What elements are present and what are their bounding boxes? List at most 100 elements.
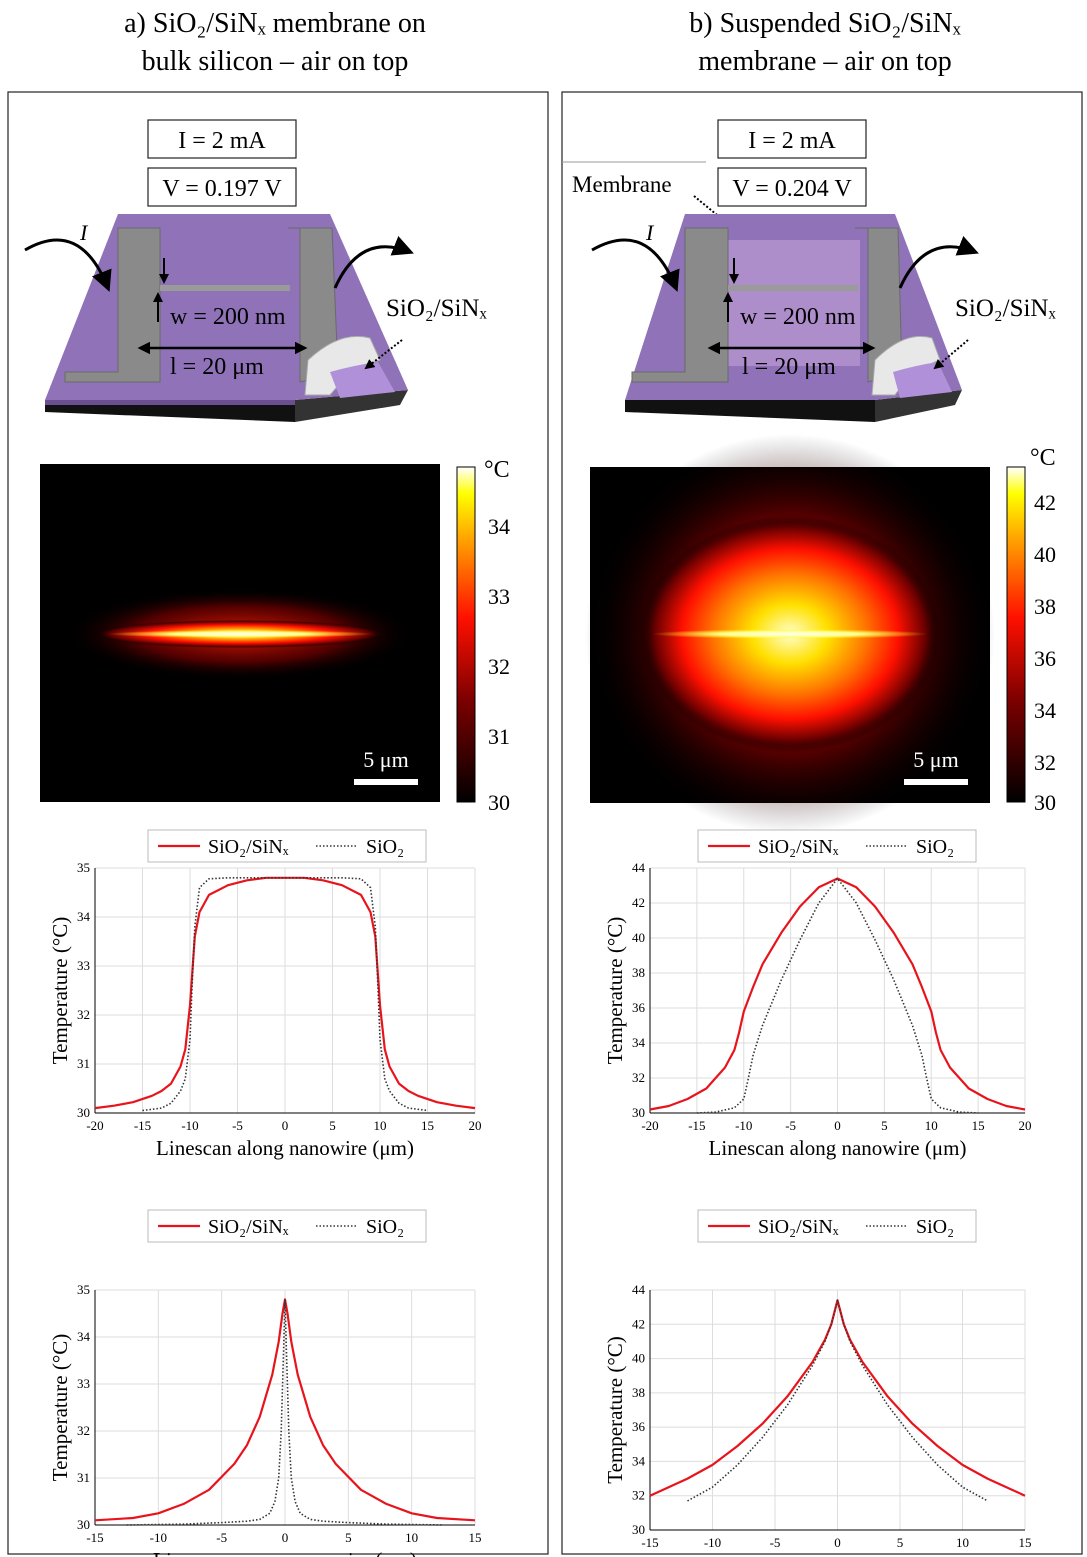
colorbar-tick: 32 <box>1034 750 1056 775</box>
material-label: SiO₂/SiNₓ <box>955 295 1056 322</box>
x-tick-label: 0 <box>834 1535 841 1550</box>
x-tick-label: 5 <box>345 1530 352 1545</box>
material-pointer <box>933 339 969 370</box>
width-label: w = 200 nm <box>740 304 856 330</box>
y-tick-label: 34 <box>632 1453 646 1468</box>
heat-core <box>108 630 372 638</box>
substrate <box>625 400 875 422</box>
x-tick-label: 10 <box>405 1530 418 1545</box>
legend-label: SiO₂/SiNₓ <box>208 1216 289 1238</box>
heatmap-b: 5 μm °C 42 40 38 36 34 32 30 <box>585 434 1056 834</box>
y-tick-label: 38 <box>632 1385 645 1400</box>
x-axis-label: Linescan along nanowire (μm) <box>156 1136 414 1160</box>
legend-label: SiO₂/SiNₓ <box>208 836 289 858</box>
line-charts: -20 -15 -10 -5 0 5 10 15 20 30 31 32 33 34 35 Linescan … <box>48 829 1032 1557</box>
length-label: l = 20 μm <box>170 354 264 380</box>
legend: SiO₂/SiNₓ SiO₂ <box>697 829 977 863</box>
substrate-side <box>875 390 962 422</box>
y-tick-label: 33 <box>77 1376 90 1391</box>
heatmap-a: 5 μm °C 34 33 32 31 30 <box>40 457 510 815</box>
window-edge <box>304 335 381 396</box>
x-tick-label: 5 <box>881 1118 888 1133</box>
chart-3: -15 -10 -5 0 5 10 15 30 31 32 33 34 35 Linescan acros… <box>48 1209 482 1557</box>
legend-label: SiO₂/SiNₓ <box>758 1216 839 1238</box>
current-arrow-in <box>24 238 112 292</box>
width-label: w = 200 nm <box>170 304 286 330</box>
x-tick-label: -15 <box>641 1535 658 1550</box>
x-axis-label: Linescan along nanowire (μm) <box>709 1136 967 1160</box>
series-line <box>126 1298 444 1526</box>
y-tick-label: 30 <box>632 1105 645 1120</box>
current-box <box>717 119 867 159</box>
panel-b-title-line2: membrane – air on top <box>698 46 951 77</box>
legend: SiO₂/SiNₓ SiO₂ <box>147 829 427 863</box>
x-tick-label: -15 <box>86 1530 103 1545</box>
colorbar-tick: 34 <box>1034 698 1056 723</box>
electrode-left <box>64 227 161 383</box>
series-line <box>649 877 1026 1111</box>
scale-bar-label: 5 μm <box>363 747 408 772</box>
y-tick-label: 32 <box>632 1070 645 1085</box>
current-box <box>147 119 297 159</box>
length-label: l = 20 μm <box>742 354 836 380</box>
legend-label: SiO₂ <box>916 1216 954 1238</box>
colorbar-tick: 36 <box>1034 646 1056 671</box>
y-tick-label: 31 <box>77 1470 90 1485</box>
colorbar-unit: °C <box>1030 445 1056 471</box>
chart-1: -20 -15 -10 -5 0 5 10 15 20 30 31 32 33 34 35 Linescan … <box>48 829 482 1160</box>
colorbar-unit: °C <box>484 457 510 483</box>
x-tick-label: -15 <box>688 1118 705 1133</box>
y-tick-label: 34 <box>632 1035 646 1050</box>
y-tick-label: 44 <box>632 860 646 875</box>
x-tick-label: 5 <box>897 1535 904 1550</box>
current-arrow-in <box>591 238 680 292</box>
y-axis-label: Temperature (°C) <box>48 1334 72 1481</box>
colorbar-tick: 38 <box>1034 594 1056 619</box>
x-tick-label: -10 <box>181 1118 198 1133</box>
voltage-box <box>717 167 867 207</box>
colorbar <box>1006 466 1026 803</box>
panel-a-frame <box>7 91 549 1555</box>
x-tick-label: -10 <box>704 1535 721 1550</box>
y-tick-label: 30 <box>77 1517 90 1532</box>
y-tick-label: 30 <box>632 1522 645 1537</box>
x-axis-label: Linescan across nanowire (μm) <box>706 1553 970 1557</box>
current-label: I = 2 mA <box>748 128 836 154</box>
series-line <box>687 1299 988 1502</box>
y-tick-label: 40 <box>632 1351 645 1366</box>
panel-b-title-line1: b) Suspended SiO₂/SiNₓ <box>689 8 961 39</box>
x-tick-label: 0 <box>282 1118 289 1133</box>
colorbar-tick: 33 <box>488 584 510 609</box>
scale-bar-label: 5 μm <box>913 747 958 772</box>
voltage-label: V = 0.197 V <box>162 176 282 202</box>
membrane-edge <box>45 400 295 405</box>
y-tick-label: 42 <box>632 895 645 910</box>
x-tick-label: 10 <box>956 1535 969 1550</box>
y-tick-label: 44 <box>632 1282 646 1297</box>
x-tick-label: 10 <box>374 1118 387 1133</box>
x-tick-label: 0 <box>282 1530 289 1545</box>
colorbar-tick: 31 <box>488 724 510 749</box>
y-tick-label: 35 <box>77 860 90 875</box>
y-tick-label: 38 <box>632 965 645 980</box>
panel-a-title-line1: a) SiO₂/SiNₓ membrane on <box>124 8 426 39</box>
current-label: I = 2 mA <box>178 128 266 154</box>
electrode-left <box>631 227 729 383</box>
colorbar-tick: 34 <box>488 514 510 539</box>
y-tick-label: 36 <box>632 1419 646 1434</box>
x-tick-label: -5 <box>770 1535 781 1550</box>
x-tick-label: 5 <box>329 1118 336 1133</box>
x-tick-label: -10 <box>150 1530 167 1545</box>
legend-label: SiO₂ <box>916 836 954 858</box>
y-tick-label: 30 <box>77 1105 90 1120</box>
legend: SiO₂/SiNₓ SiO₂ <box>147 1209 427 1243</box>
current-symbol: I <box>79 220 89 245</box>
current-symbol: I <box>645 220 655 245</box>
x-tick-label: 10 <box>925 1118 938 1133</box>
colorbar-tick: 42 <box>1034 490 1056 515</box>
x-axis-label: Linescan across nanowire (μm) <box>153 1548 417 1557</box>
x-tick-label: 0 <box>834 1118 841 1133</box>
current-arrow-out <box>898 236 979 289</box>
legend-label: SiO₂/SiNₓ <box>758 836 839 858</box>
